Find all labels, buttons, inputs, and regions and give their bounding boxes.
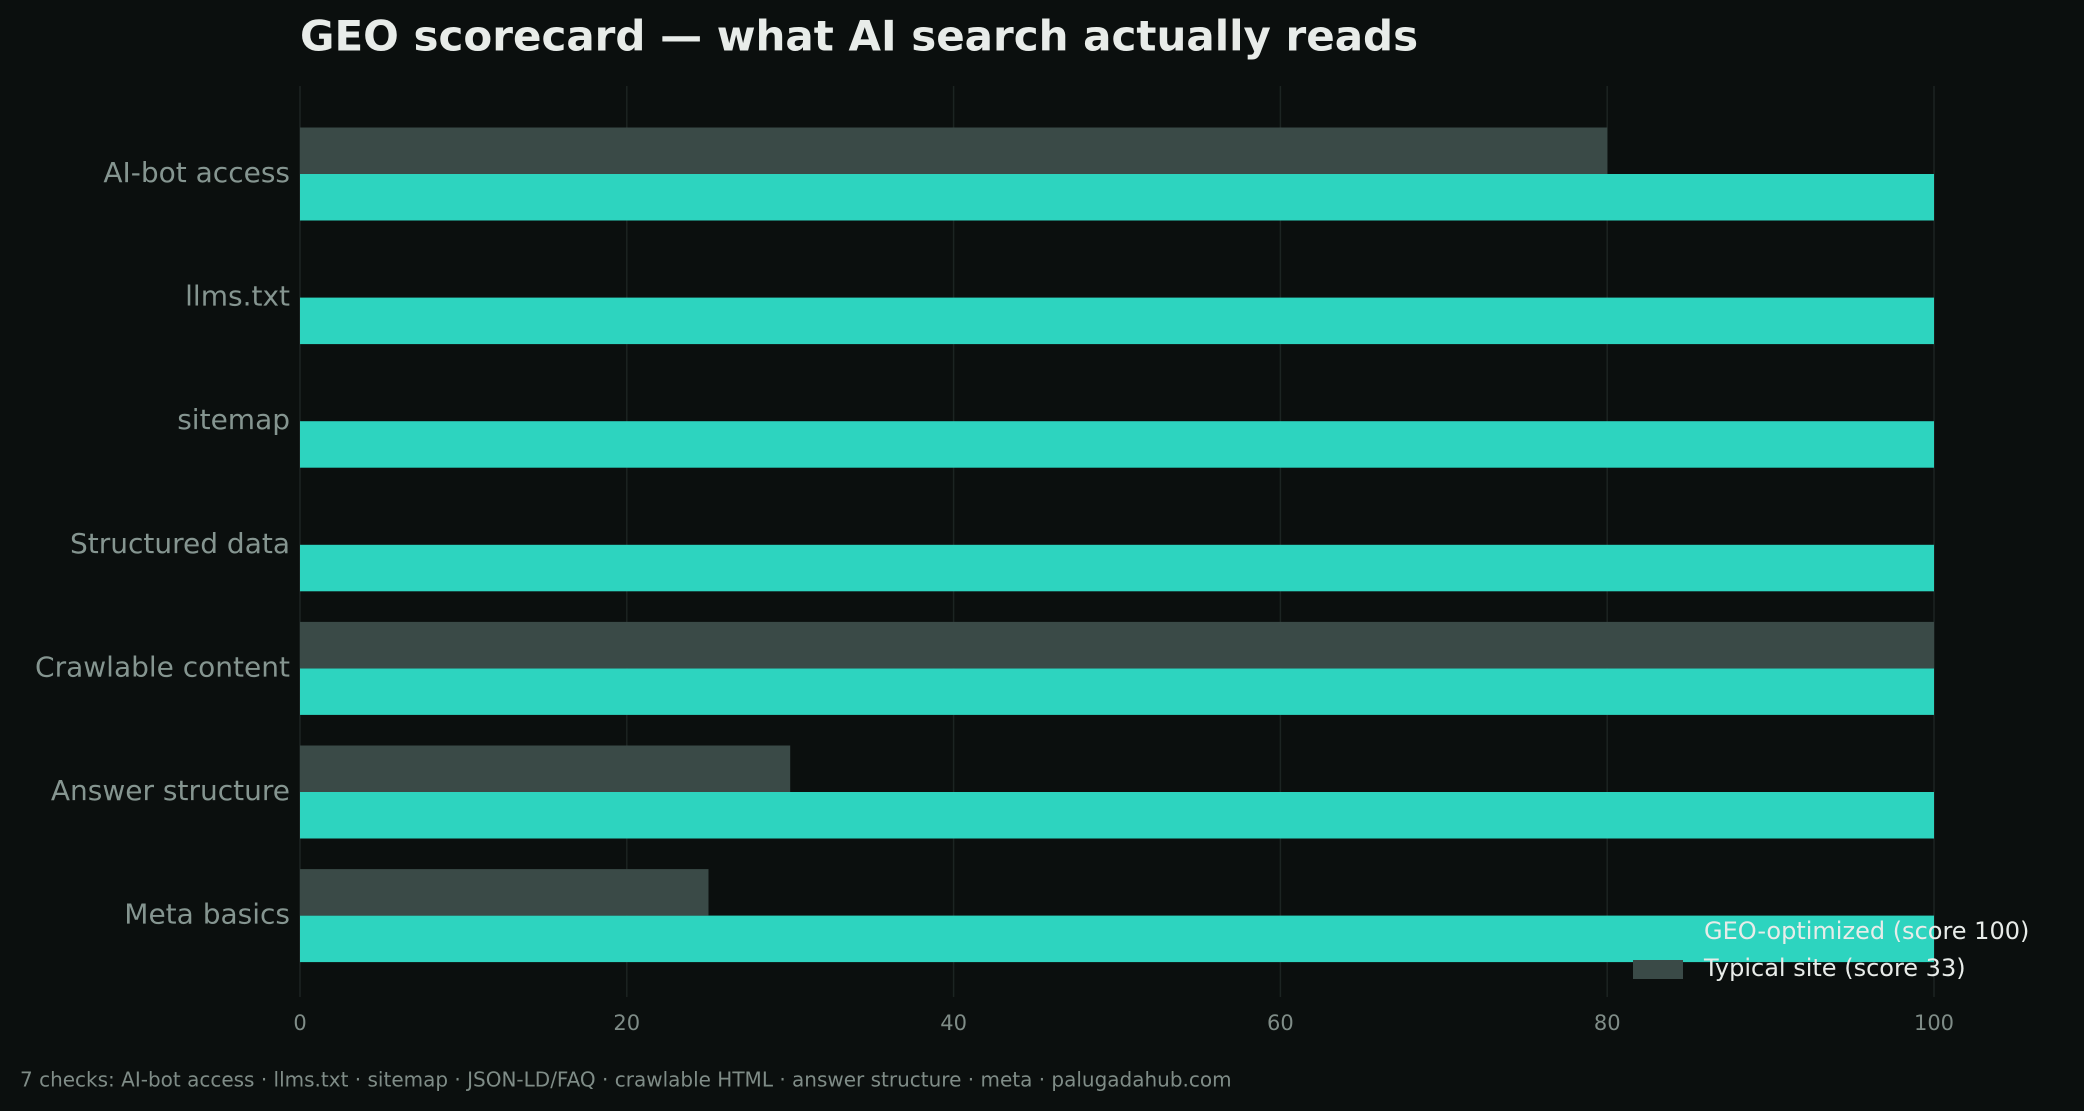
bar [300,792,1934,839]
chart-title: GEO scorecard — what AI search actually … [300,12,1418,61]
x-tick-label: 100 [1914,1011,1954,1035]
footnote: 7 checks: AI-bot access · llms.txt · sit… [20,1068,1232,1092]
y-tick-label: Answer structure [51,774,290,807]
bar [300,869,709,916]
x-tick-label: 80 [1594,1011,1621,1035]
bar [300,127,1608,174]
legend-label: Typical site (score 33) [1703,954,1966,982]
bar [300,297,1934,345]
bar [300,421,1934,468]
y-tick-label: Meta basics [124,898,290,931]
legend-swatch [1633,923,1683,942]
y-tick-label: llms.txt [185,280,290,313]
y-tick-label: Structured data [70,527,290,560]
x-tick-label: 0 [293,1011,306,1035]
y-tick-label: Crawlable content [35,650,290,683]
bar [300,544,1934,592]
bar [300,668,1934,715]
bar [300,745,791,792]
legend-label: GEO-optimized (score 100) [1704,917,2029,945]
x-tick-label: 40 [940,1011,967,1035]
x-tick-label: 60 [1267,1011,1294,1035]
x-tick-label: 20 [613,1011,640,1035]
legend-swatch [1633,960,1683,979]
y-tick-label: AI-bot access [103,156,290,189]
y-tick-label: sitemap [177,403,290,436]
bar [300,915,1934,963]
bar [300,621,1934,669]
bar [300,174,1934,221]
